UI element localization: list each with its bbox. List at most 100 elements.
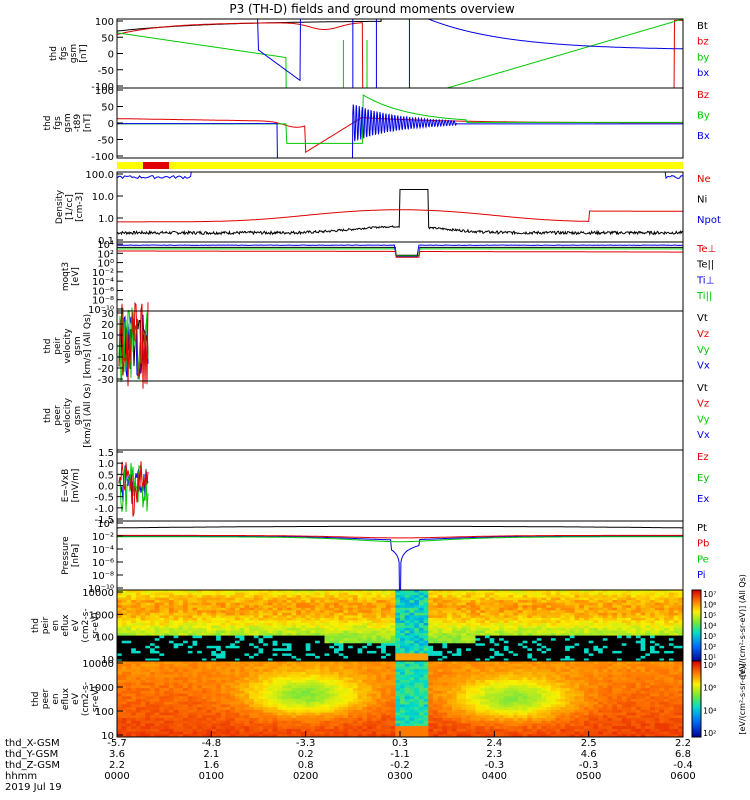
- spectrogram-cell: [560, 655, 566, 659]
- spectrogram-cell: [239, 688, 245, 692]
- spectrogram-cell: [362, 663, 368, 667]
- spectrogram-cell: [154, 617, 160, 621]
- spectrogram-cell: [668, 610, 675, 614]
- spectrogram-cell: [650, 625, 656, 629]
- spectrogram-cell: [301, 709, 307, 714]
- spectrogram-cell: [522, 630, 528, 634]
- spectrogram-cell: [513, 628, 519, 631]
- spectrogram-cell: [230, 610, 236, 614]
- spectrogram-cell: [409, 635, 415, 639]
- spectrogram-cell: [272, 620, 278, 624]
- spectrogram-cell: [574, 645, 580, 649]
- spectrogram-cell: [263, 597, 269, 601]
- spectrogram-cell: [635, 605, 641, 609]
- spectrogram-cell: [187, 715, 193, 719]
- spectrogram-cell: [659, 650, 665, 654]
- spectrogram-cell: [621, 658, 627, 662]
- spectrogram-cell: [635, 655, 641, 659]
- spectrogram-cell: [484, 592, 491, 596]
- spectrogram-cell: [230, 669, 236, 673]
- spectrogram-cell: [588, 640, 594, 644]
- spectrogram-cell: [640, 643, 646, 647]
- spectrogram-cell: [461, 655, 467, 659]
- spectrogram-cell: [640, 615, 646, 619]
- spectrogram-cell: [121, 734, 127, 738]
- spectrogram-cell: [673, 650, 679, 654]
- spectrogram-cell: [234, 699, 241, 703]
- spectrogram-cell: [244, 625, 250, 629]
- spectrogram-cell: [282, 643, 288, 647]
- spectrogram-cell: [126, 607, 132, 611]
- spectrogram-cell: [338, 685, 344, 689]
- spectrogram-cell: [456, 595, 462, 599]
- spectrogram-cell: [428, 635, 434, 639]
- spectrogram-cell: [131, 623, 137, 626]
- spectrogram-cell: [532, 605, 538, 609]
- spectrogram-cell: [315, 731, 321, 735]
- spectrogram-cell: [550, 653, 557, 657]
- spectrogram-cell: [150, 731, 156, 735]
- spectrogram-cell: [258, 645, 264, 649]
- spectrogram-cell: [503, 633, 509, 637]
- spectrogram-cell: [352, 728, 358, 733]
- spectrogram-cell: [461, 610, 467, 614]
- spectrogram-cell: [513, 590, 519, 593]
- spectrogram-cell: [352, 658, 358, 662]
- spectrogram-cell: [409, 620, 415, 624]
- spectrogram-cell: [310, 635, 316, 639]
- spectrogram-cell: [121, 590, 127, 593]
- spectrogram-cell: [253, 690, 259, 695]
- spectrogram-cell: [192, 682, 198, 686]
- spectrogram-cell: [201, 696, 208, 700]
- spectrogram-cell: [131, 734, 137, 738]
- spectrogram-cell: [334, 709, 340, 714]
- spectrogram-cell: [216, 628, 222, 631]
- spectrogram-cell: [423, 643, 429, 647]
- spectrogram-cell: [164, 671, 170, 676]
- spectrogram-cell: [400, 595, 406, 599]
- spectrogram-cell: [626, 623, 632, 626]
- spectrogram-cell: [154, 607, 160, 611]
- spectrogram-cell: [343, 615, 349, 619]
- spectrogram-cell: [239, 640, 245, 644]
- spectrogram-cell: [673, 597, 679, 601]
- series-ni: [117, 189, 683, 237]
- spectrogram-cell: [362, 690, 368, 695]
- spectrogram-cell: [357, 720, 363, 724]
- spectrogram-cell: [456, 653, 462, 657]
- spectrogram-cell: [593, 597, 599, 601]
- spectrogram-cell: [371, 734, 377, 738]
- spectrogram-cell: [206, 617, 212, 621]
- spectrogram-cell: [164, 623, 170, 626]
- spectrogram-cell: [178, 734, 184, 738]
- spectrogram-cell: [451, 597, 458, 601]
- spectrogram-cell: [140, 707, 146, 711]
- spectrogram-cell: [555, 595, 561, 599]
- spectrogram-cell: [131, 638, 137, 642]
- spectrogram-cell: [197, 623, 203, 626]
- spectrogram-cell: [673, 635, 679, 639]
- spectrogram-cell: [145, 628, 151, 631]
- spectrogram-cell: [376, 674, 382, 678]
- spectrogram-cell: [192, 701, 198, 705]
- spectrogram-cell: [253, 600, 259, 604]
- spectrogram-cell: [588, 650, 594, 654]
- spectrogram-cell: [154, 682, 160, 686]
- spectrogram-cell: [612, 655, 618, 659]
- spectrogram-cell: [140, 666, 146, 670]
- spectrogram-cell: [117, 696, 123, 700]
- spectrogram-cell: [371, 726, 377, 730]
- spectrogram-cell: [267, 605, 274, 609]
- spectrogram-cell: [267, 666, 274, 670]
- spectrogram-cell: [536, 620, 542, 624]
- spectrogram-cell: [121, 643, 127, 647]
- spectrogram-cell: [140, 633, 146, 637]
- spectrogram-cell: [621, 605, 627, 609]
- spectrogram-cell: [546, 612, 552, 616]
- spectrogram-cell: [334, 680, 340, 684]
- spectrogram-cell: [225, 718, 231, 722]
- spectrogram-cell: [461, 600, 467, 604]
- spectrogram-cell: [258, 712, 264, 716]
- spectrogram-cell: [612, 658, 618, 662]
- spectrogram-cell: [164, 607, 170, 611]
